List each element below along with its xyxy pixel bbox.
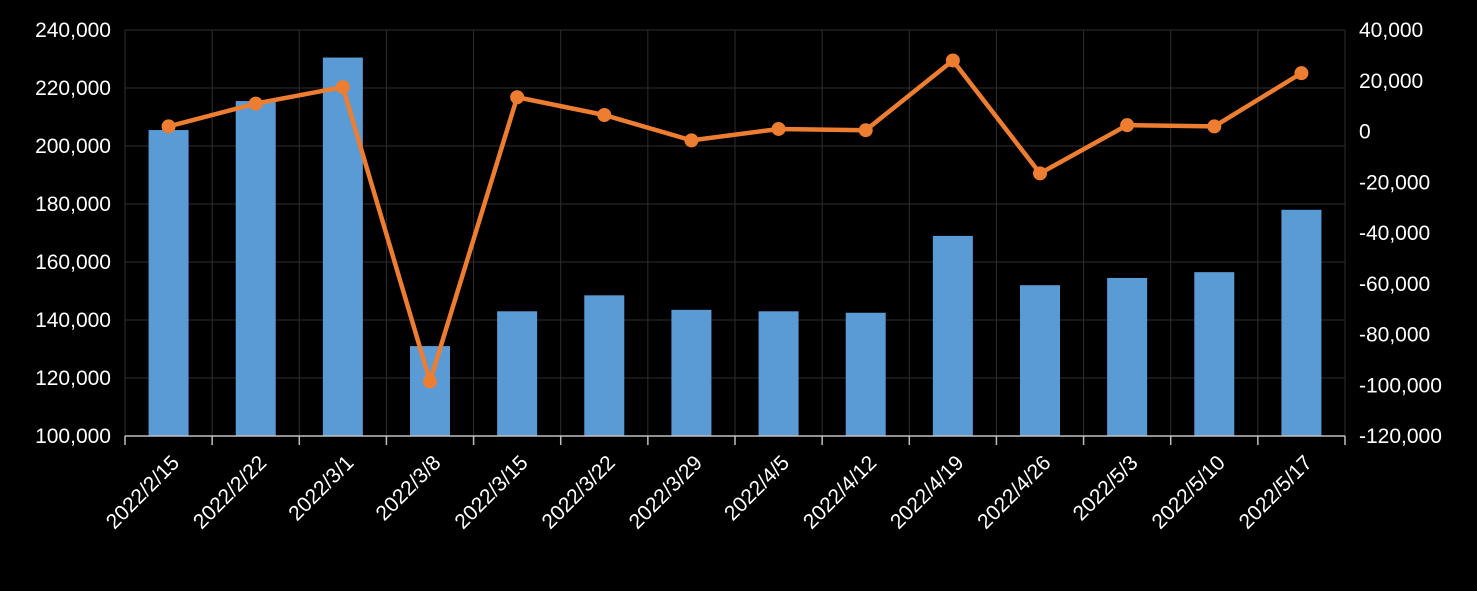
bar-2022/5/10 (1194, 272, 1235, 436)
line-marker-2022/5/3 (1120, 118, 1135, 133)
right-axis-tick-label: 40,000 (1359, 19, 1423, 42)
line-marker-2022/2/15 (161, 119, 176, 134)
bar-2022/2/22 (235, 101, 276, 437)
right-axis-tick-label: -60,000 (1359, 273, 1430, 296)
line-marker-2022/3/8 (423, 374, 437, 389)
bar-2022/3/15 (497, 311, 538, 436)
bar-2022/5/3 (1107, 277, 1148, 436)
bar-2022/4/26 (1020, 285, 1060, 436)
bar-2022/3/8 (410, 346, 450, 436)
line-marker-2022/5/10 (1207, 119, 1222, 134)
left-axis-tick-label: 180,000 (35, 193, 111, 216)
line-marker-2022/2/22 (248, 96, 263, 111)
line-marker-2022/5/17 (1294, 66, 1309, 81)
line-marker-2022/4/19 (945, 53, 960, 68)
line-marker-2022/3/15 (510, 90, 525, 105)
left-axis-tick-label: 120,000 (35, 367, 111, 390)
bar-2022/4/5 (758, 311, 799, 436)
bar-2022/3/22 (584, 295, 625, 436)
line-marker-2022/4/12 (858, 123, 873, 138)
line-marker-2022/3/1 (335, 80, 350, 95)
left-axis-tick-label: 200,000 (35, 135, 111, 158)
right-axis-tick-label: -40,000 (1359, 222, 1430, 245)
bar-2022/4/12 (845, 312, 886, 436)
line-marker-2022/3/22 (597, 108, 612, 123)
bar-2022/3/29 (671, 309, 712, 436)
left-axis-tick-label: 160,000 (35, 251, 111, 274)
line-marker-2022/4/5 (771, 121, 786, 136)
right-axis-tick-label: -20,000 (1359, 171, 1430, 194)
line-marker-2022/4/26 (1033, 166, 1047, 181)
right-axis-tick-label: -120,000 (1359, 425, 1442, 448)
bar-2022/5/17 (1281, 209, 1322, 436)
left-axis-tick-label: 140,000 (35, 309, 111, 332)
line-series (166, 58, 1304, 384)
right-axis-tick-label: 20,000 (1359, 70, 1423, 93)
bar-2022/4/19 (932, 235, 973, 436)
line-marker-2022/3/29 (684, 133, 699, 148)
bar-2022/2/15 (148, 130, 189, 437)
right-axis-tick-label: -100,000 (1359, 374, 1442, 397)
bar-2022/3/1 (322, 57, 363, 437)
left-axis-tick-label: 220,000 (35, 77, 111, 100)
right-axis-tick-label: -80,000 (1359, 324, 1430, 347)
right-axis-tick-label: 0 (1359, 121, 1371, 144)
left-axis-tick-label: 240,000 (35, 19, 111, 42)
left-axis-tick-label: 100,000 (35, 425, 111, 448)
